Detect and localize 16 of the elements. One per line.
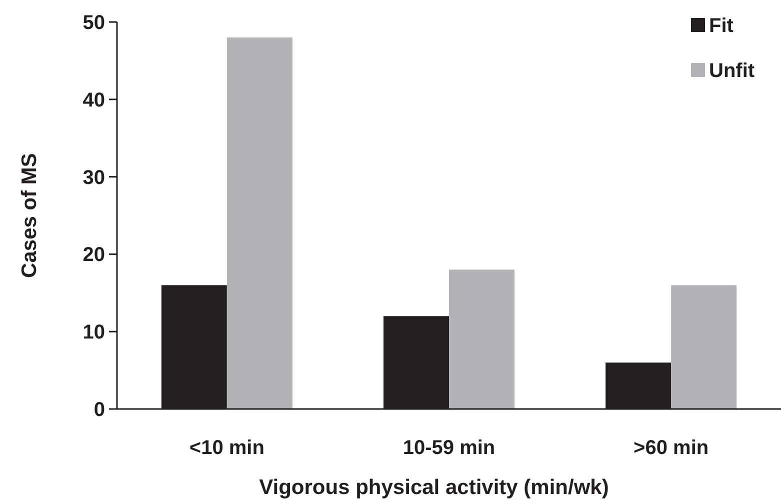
y-tick-label: 30 <box>82 166 105 189</box>
x-tick-label: 10-59 min <box>402 437 496 459</box>
x-tick-label: >60 min <box>634 437 709 459</box>
x-axis-title: Vigorous physical activity (min/wk) <box>259 476 609 499</box>
y-tick-label: 20 <box>82 244 105 266</box>
y-tick-label: 50 <box>82 12 105 34</box>
y-tick-label: 10 <box>82 322 105 344</box>
bar <box>671 285 737 409</box>
y-tick-label: 40 <box>82 89 105 112</box>
x-tick-label: <10 min <box>189 437 264 459</box>
legend-label: Fit <box>709 15 734 37</box>
legend-label: Unfit <box>709 60 755 82</box>
y-axis-title: Cases of MS <box>18 153 41 278</box>
y-tick-label: 0 <box>94 399 105 421</box>
bar <box>449 270 515 409</box>
bar <box>226 37 292 409</box>
